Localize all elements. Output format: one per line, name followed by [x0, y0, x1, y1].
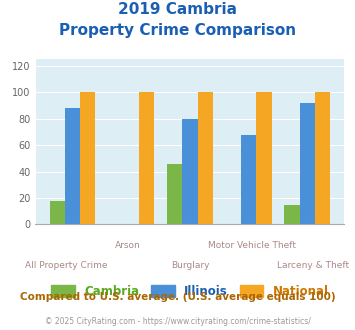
Bar — [80, 92, 95, 224]
Bar — [65, 108, 80, 224]
Text: Larceny & Theft: Larceny & Theft — [277, 261, 350, 270]
Bar — [139, 92, 154, 224]
Text: Compared to U.S. average. (U.S. average equals 100): Compared to U.S. average. (U.S. average … — [20, 292, 335, 302]
Bar — [50, 201, 65, 224]
Text: Arson: Arson — [115, 241, 141, 250]
Legend: Cambria, Illinois, National: Cambria, Illinois, National — [47, 280, 333, 302]
Bar — [241, 135, 256, 224]
Text: © 2025 CityRating.com - https://www.cityrating.com/crime-statistics/: © 2025 CityRating.com - https://www.city… — [45, 317, 310, 326]
Text: 2019 Cambria: 2019 Cambria — [118, 2, 237, 16]
Text: All Property Crime: All Property Crime — [25, 261, 108, 270]
Text: Property Crime Comparison: Property Crime Comparison — [59, 23, 296, 38]
Bar — [182, 119, 198, 224]
Text: Burglary: Burglary — [171, 261, 209, 270]
Bar — [284, 205, 300, 224]
Bar — [198, 92, 213, 224]
Bar — [256, 92, 272, 224]
Bar — [315, 92, 330, 224]
Text: Motor Vehicle Theft: Motor Vehicle Theft — [208, 241, 296, 250]
Bar — [167, 164, 182, 224]
Bar — [300, 103, 315, 224]
